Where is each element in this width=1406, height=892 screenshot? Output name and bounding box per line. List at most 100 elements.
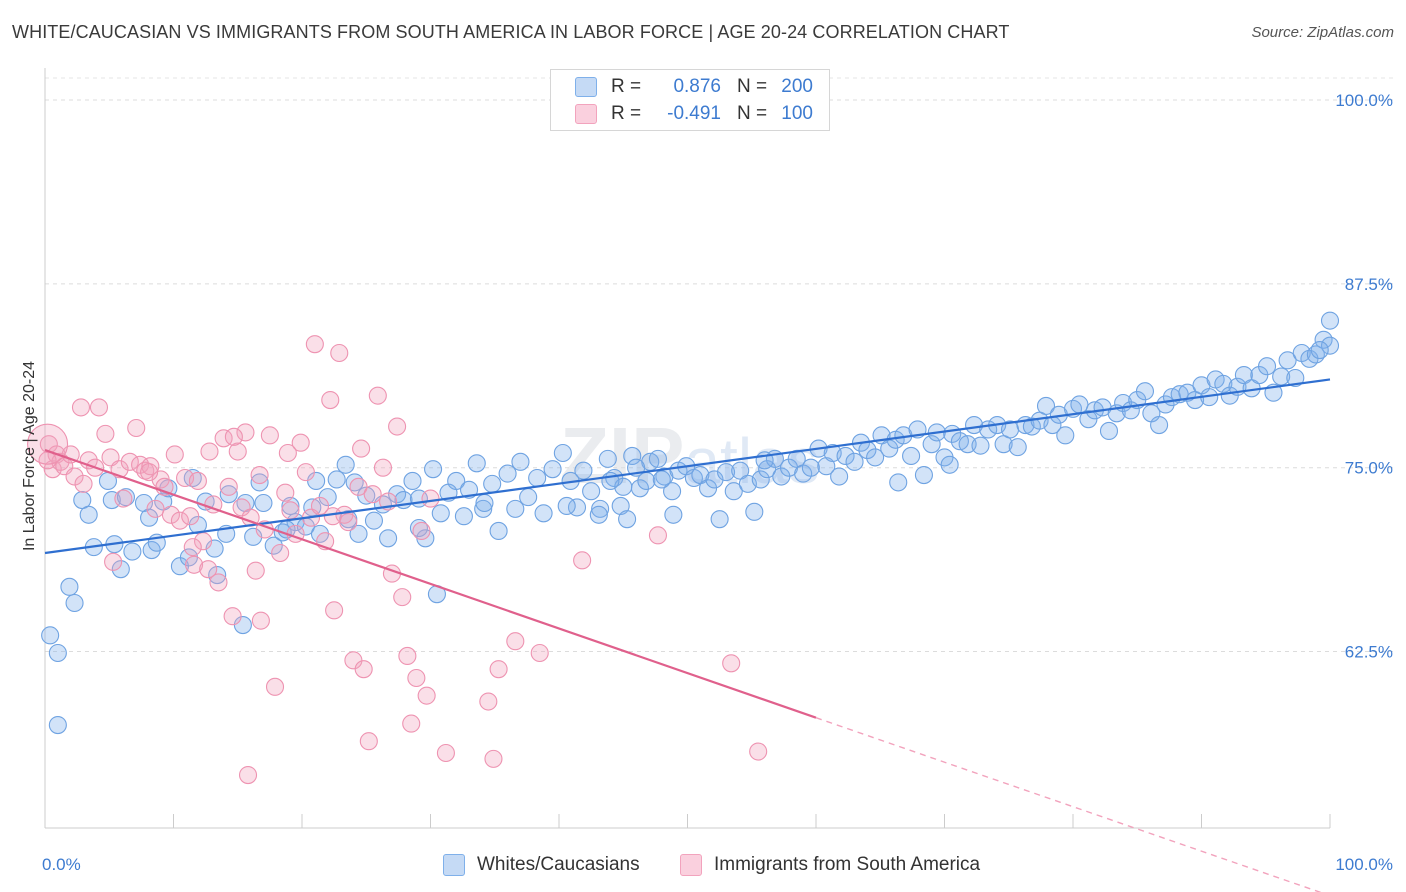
data-point <box>573 551 592 570</box>
data-point <box>971 436 990 455</box>
data-point <box>89 398 109 417</box>
data-point <box>511 452 530 471</box>
data-point <box>1036 396 1056 415</box>
data-point <box>330 343 349 363</box>
data-point <box>663 482 682 501</box>
x-tick-label-min: 0.0% <box>42 855 81 874</box>
data-point <box>648 526 667 545</box>
data-point <box>363 485 382 504</box>
data-point <box>436 743 455 763</box>
source-label: Source: ZipAtlas.com <box>1251 24 1394 41</box>
data-point <box>170 511 189 530</box>
data-point <box>484 749 503 768</box>
y-tick-label: 75.0% <box>1345 459 1393 478</box>
data-point <box>543 460 562 479</box>
legend-row-pink: R = -0.491 N = 100 <box>575 101 813 127</box>
data-point <box>114 489 133 508</box>
data-point <box>417 686 436 705</box>
y-tick-label: 100.0% <box>1335 91 1393 110</box>
data-point <box>236 423 255 442</box>
data-point <box>102 491 121 510</box>
data-point <box>751 470 770 489</box>
data-point <box>1214 374 1233 393</box>
legend-label-whites: Whites/Caucasians <box>477 854 640 875</box>
data-point <box>724 482 743 501</box>
data-point <box>310 496 330 515</box>
legend-swatch-blue <box>575 77 597 97</box>
data-point <box>474 499 493 518</box>
data-point <box>71 398 91 417</box>
data-point <box>250 473 269 492</box>
data-point <box>716 463 736 482</box>
data-point <box>922 435 941 454</box>
data-point <box>74 474 93 493</box>
data-point <box>407 668 426 688</box>
data-point <box>801 458 820 477</box>
x-tick-label-max: 100.0% <box>1335 855 1393 874</box>
y-tick-label: 62.5% <box>1345 643 1393 662</box>
data-point <box>223 607 242 626</box>
data-point <box>183 468 202 488</box>
data-point <box>648 449 667 468</box>
data-point <box>48 643 67 663</box>
data-point <box>104 552 123 571</box>
data-point <box>260 426 279 445</box>
data-point <box>498 464 517 483</box>
data-point <box>940 455 959 474</box>
data-point <box>336 455 355 474</box>
data-point <box>219 485 238 504</box>
data-point <box>65 593 84 613</box>
data-point <box>412 521 431 540</box>
data-point <box>582 482 601 501</box>
data-point <box>264 536 283 555</box>
data-point <box>250 466 269 485</box>
data-point <box>1278 351 1297 370</box>
data-point <box>349 524 368 543</box>
data-point <box>219 477 238 496</box>
data-point <box>305 335 324 354</box>
correlation-legend: R = 0.876 N = 200 R = -0.491 N = 100 <box>550 69 830 131</box>
data-point <box>354 660 373 679</box>
data-point <box>339 513 358 532</box>
data-point <box>1056 426 1075 445</box>
legend-n-label: N = <box>737 103 768 124</box>
data-point <box>39 435 58 454</box>
data-point <box>209 573 228 592</box>
data-point <box>1286 368 1305 388</box>
chart-title: WHITE/CAUCASIAN VS IMMIGRANTS FROM SOUTH… <box>12 22 1010 42</box>
data-point <box>467 454 486 473</box>
data-point <box>60 577 79 596</box>
data-point <box>96 424 115 443</box>
trend-line-immigrants-extrapolated <box>815 717 1322 892</box>
data-point <box>421 489 440 508</box>
data-point <box>79 505 98 524</box>
data-point <box>506 632 525 651</box>
data-point <box>866 448 885 467</box>
data-point <box>48 716 67 735</box>
data-point <box>965 416 984 435</box>
data-point <box>705 470 724 489</box>
series-legend: Whites/Caucasians Immigrants from South … <box>0 850 1406 880</box>
tick-labels: 62.5% 75.0% 87.5% 100.0% 0.0% 100.0% <box>42 91 1393 874</box>
legend-swatch-pink <box>575 104 597 124</box>
data-point <box>749 742 768 761</box>
data-point <box>278 443 297 463</box>
data-point <box>574 461 593 480</box>
data-point <box>232 498 251 517</box>
data-point <box>271 543 290 563</box>
data-point <box>530 643 549 663</box>
data-point <box>183 538 202 557</box>
data-point <box>1079 410 1098 429</box>
data-point <box>710 510 729 529</box>
data-point <box>454 507 473 526</box>
data-point <box>623 446 642 465</box>
data-point <box>208 566 227 585</box>
data-point <box>475 493 494 513</box>
data-point <box>591 499 610 518</box>
data-point <box>325 601 344 620</box>
legend-item-immigrants: Immigrants from South America <box>680 850 980 880</box>
data-point <box>409 518 428 538</box>
data-point <box>528 468 547 488</box>
data-point <box>352 439 371 458</box>
